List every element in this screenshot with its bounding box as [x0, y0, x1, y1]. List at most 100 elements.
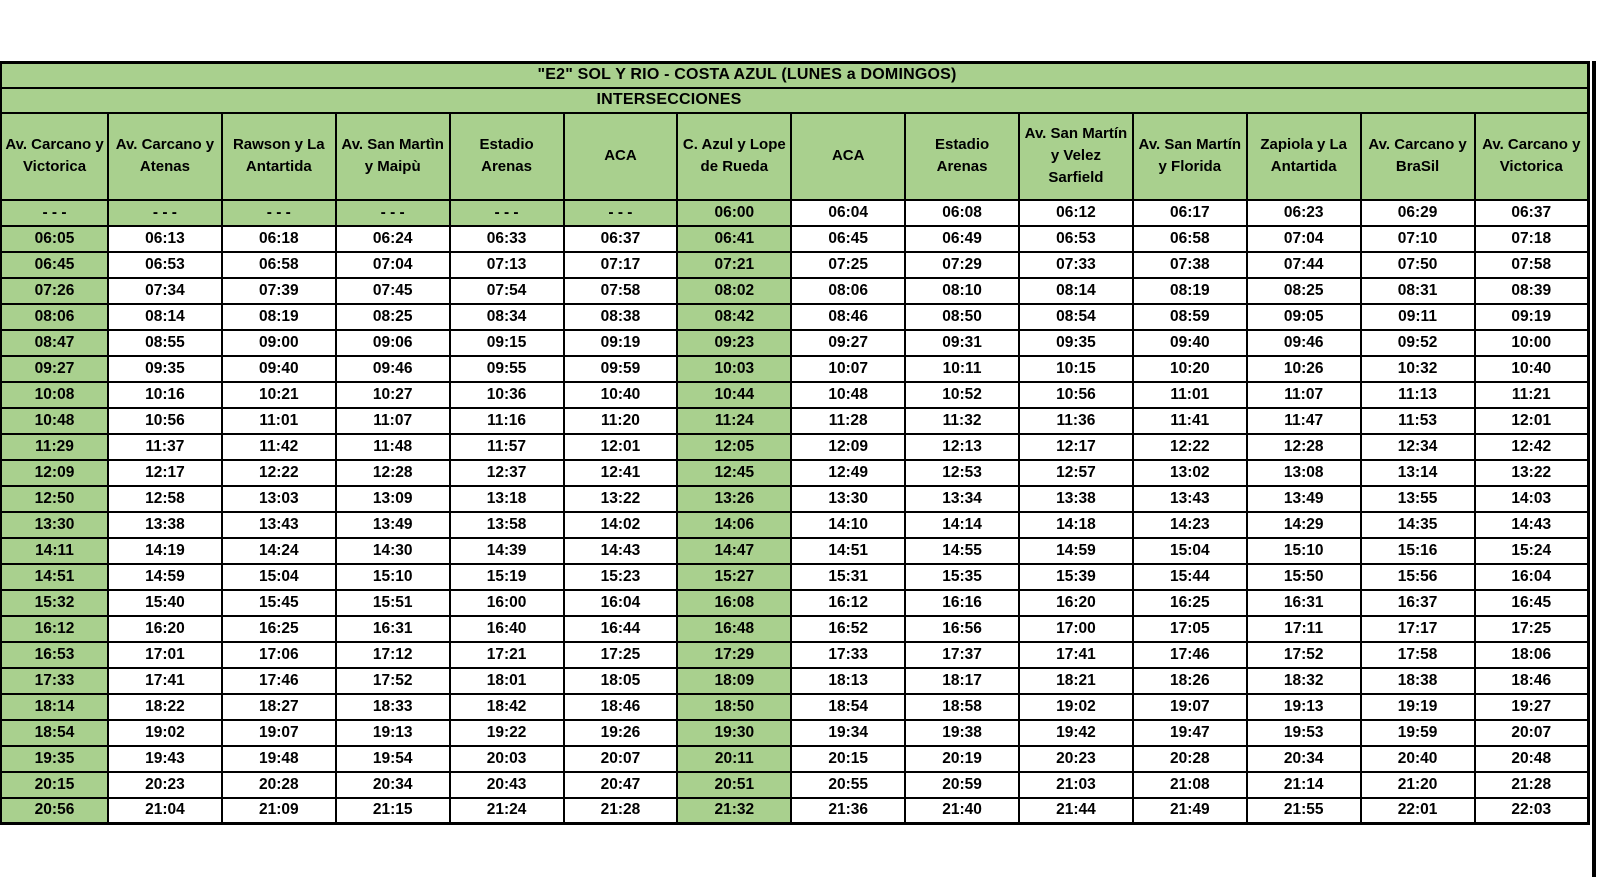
- time-cell: 13:14: [1359, 458, 1476, 487]
- time-cell: 08:34: [448, 302, 565, 331]
- time-cell: 06:49: [904, 224, 1020, 253]
- time-cell: 14:14: [904, 510, 1020, 539]
- time-cell: 20:19: [904, 744, 1020, 773]
- time-cell: 16:44: [562, 614, 679, 643]
- time-cell: 16:40: [448, 614, 565, 643]
- time-cell: 11:07: [1245, 380, 1362, 409]
- time-cell: 16:48: [676, 614, 793, 643]
- time-cell: 18:42: [448, 692, 565, 721]
- time-cell: 09:11: [1359, 302, 1476, 331]
- time-cell: 14:47: [676, 536, 793, 565]
- time-cell: 16:37: [1359, 588, 1476, 617]
- time-cell: 20:48: [1473, 744, 1590, 773]
- time-cell: 12:28: [334, 458, 451, 487]
- time-cell: 21:44: [1018, 796, 1134, 825]
- time-cell: 15:51: [334, 588, 451, 617]
- time-cell: 22:03: [1473, 796, 1590, 825]
- time-cell: 13:38: [107, 510, 223, 539]
- time-cell: 20:03: [448, 744, 565, 773]
- time-cell: 14:59: [107, 562, 223, 591]
- time-cell: 12:49: [790, 458, 907, 487]
- time-cell: 11:48: [334, 432, 451, 461]
- time-cell: 18:13: [790, 666, 907, 695]
- time-cell: 08:25: [334, 302, 451, 331]
- time-cell: 21:28: [562, 796, 679, 825]
- time-cell: 12:09: [0, 458, 109, 487]
- time-cell: 12:13: [904, 432, 1020, 461]
- column-header: Av. San Martín y Florida: [1131, 111, 1248, 201]
- time-cell: 17:52: [1245, 640, 1362, 669]
- time-cell: 09:46: [334, 354, 451, 383]
- time-cell: 08:39: [1473, 276, 1590, 305]
- table-row: 11:29 11:37 11:42 11:48 11:57 12:01 12:05 12:09…: [0, 432, 1590, 461]
- time-cell: 08:55: [107, 328, 223, 357]
- table-row: 13:30 13:38 13:43 13:49 13:58 14:02 14:06 14:10…: [0, 510, 1590, 539]
- time-cell: 13:22: [562, 484, 679, 513]
- time-cell: 11:47: [1245, 406, 1362, 435]
- time-cell: 16:12: [0, 614, 109, 643]
- time-cell: 14:19: [107, 536, 223, 565]
- time-cell: 12:17: [1018, 432, 1134, 461]
- table-row: 16:12 16:20 16:25 16:31 16:40 16:44 16:48 16:52…: [0, 614, 1590, 643]
- time-cell: 07:17: [562, 250, 679, 279]
- time-cell: 10:56: [1018, 380, 1134, 409]
- time-cell: 15:40: [107, 588, 223, 617]
- table-row: 17:33 17:41 17:46 17:52 18:01 18:05 18:09 18:13…: [0, 666, 1590, 695]
- column-header: Av. Carcano y BraSil: [1359, 111, 1476, 201]
- time-cell: 21:32: [676, 796, 793, 825]
- time-cell: 15:04: [1131, 536, 1248, 565]
- table-row: 14:51 14:59 15:04 15:10 15:19 15:23 15:27 15:31…: [0, 562, 1590, 591]
- time-cell: 06:00: [676, 198, 793, 227]
- time-cell: 19:47: [1131, 718, 1248, 747]
- time-cell: 06:58: [220, 250, 337, 279]
- time-cell: 16:31: [1245, 588, 1362, 617]
- column-header: Av. San Martín y Velez Sarfield: [1018, 111, 1134, 201]
- time-cell: 12:45: [676, 458, 793, 487]
- time-cell: 12:57: [1018, 458, 1134, 487]
- time-cell: 07:44: [1245, 250, 1362, 279]
- time-cell: 08:06: [0, 302, 109, 331]
- time-cell: 21:36: [790, 796, 907, 825]
- time-cell: 19:59: [1359, 718, 1476, 747]
- time-cell: 18:01: [448, 666, 565, 695]
- time-cell: 07:50: [1359, 250, 1476, 279]
- time-cell: 09:40: [1131, 328, 1248, 357]
- table-row: 06:05 06:13 06:18 06:24 06:33 06:37 06:41 06:45…: [0, 224, 1590, 253]
- time-cell: 20:15: [0, 770, 109, 799]
- time-cell: 06:17: [1131, 198, 1248, 227]
- time-cell: 14:30: [334, 536, 451, 565]
- time-cell: 08:59: [1131, 302, 1248, 331]
- column-header: ACA: [790, 111, 907, 201]
- time-cell: 20:56: [0, 796, 109, 825]
- time-cell: 07:21: [676, 250, 793, 279]
- time-cell: 13:02: [1131, 458, 1248, 487]
- time-cell: 09:59: [562, 354, 679, 383]
- column-header: Estadio Arenas: [448, 111, 565, 201]
- time-cell: 20:28: [1131, 744, 1248, 773]
- time-cell: 14:11: [0, 536, 109, 565]
- time-cell: 10:26: [1245, 354, 1362, 383]
- time-cell: 15:35: [904, 562, 1020, 591]
- time-cell: 15:23: [562, 562, 679, 591]
- time-cell: 18:54: [0, 718, 109, 747]
- time-cell: 07:33: [1018, 250, 1134, 279]
- time-cell: 09:27: [0, 354, 109, 383]
- time-cell: 15:10: [1245, 536, 1362, 565]
- time-cell: 21:40: [904, 796, 1020, 825]
- time-cell: 12:37: [448, 458, 565, 487]
- time-cell: 10:15: [1018, 354, 1134, 383]
- time-cell: 18:26: [1131, 666, 1248, 695]
- time-cell: 14:06: [676, 510, 793, 539]
- time-cell: 15:32: [0, 588, 109, 617]
- time-cell: 16:25: [1131, 588, 1248, 617]
- time-cell: 10:32: [1359, 354, 1476, 383]
- column-header: Estadio Arenas: [904, 111, 1020, 201]
- time-cell: 07:04: [1245, 224, 1362, 253]
- time-cell: 07:18: [1473, 224, 1590, 253]
- time-cell: 19:07: [220, 718, 337, 747]
- time-cell: 14:10: [790, 510, 907, 539]
- time-cell: 13:09: [334, 484, 451, 513]
- time-cell: 08:14: [107, 302, 223, 331]
- time-cell: 06:29: [1359, 198, 1476, 227]
- time-cell: 11:16: [448, 406, 565, 435]
